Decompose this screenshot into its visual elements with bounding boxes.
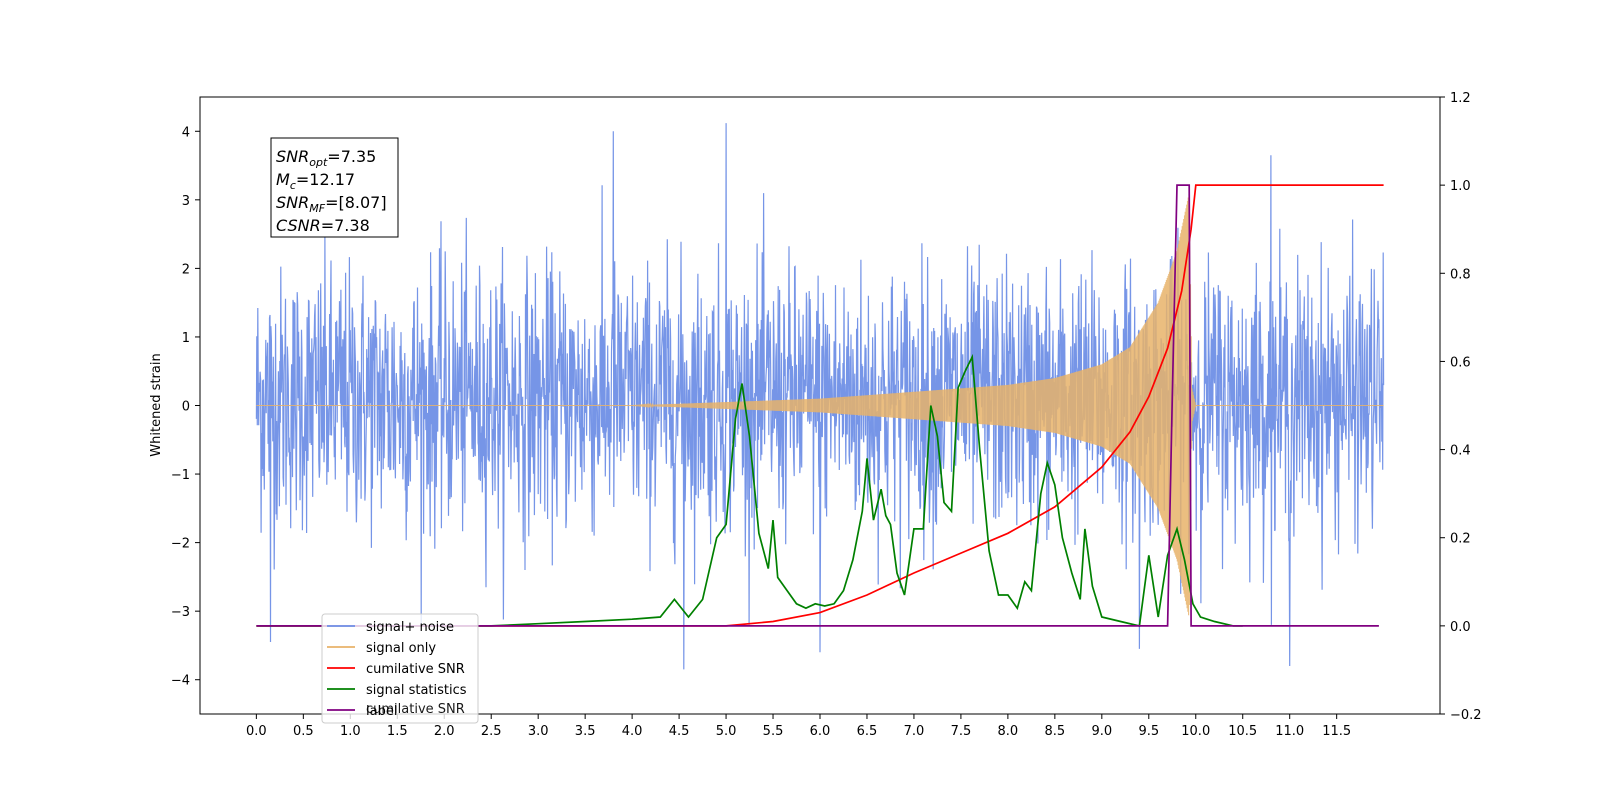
x-tick-label: 8.0 (998, 724, 1019, 739)
annotation-subscript: MF (309, 202, 325, 215)
annotation-symbol: CSNR (276, 216, 321, 235)
x-tick-label: 3.5 (575, 724, 596, 739)
annotation-symbol: SNR (276, 147, 309, 166)
legend-label: signal statistics (366, 683, 467, 698)
x-axis-ticks: 0.0 0.5 1.0 1.5 2.0 2.5 3.0 3.5 4.0 4.5 5.0 5.5 6.0 6… (246, 714, 1351, 739)
legend-label: signal only (366, 641, 436, 656)
annotation-line: Mc=12.17 (276, 170, 355, 192)
y-tick-label: 4 (182, 125, 190, 140)
series-signal-only (256, 193, 1384, 616)
annotation-subscript: opt (309, 156, 328, 169)
x-tick-label: 5.5 (763, 724, 784, 739)
legend-label: cumilative SNR (366, 662, 465, 677)
x-tick-label: 8.5 (1045, 724, 1066, 739)
y-tick-label: 3 (182, 194, 190, 209)
x-tick-label: 9.0 (1091, 724, 1112, 739)
series-signal-noise (255, 123, 1385, 670)
y2-tick-label: 0.0 (1450, 620, 1471, 635)
y-tick-label: 0 (182, 400, 190, 415)
y-tick-label: 2 (182, 262, 190, 277)
annotation-subscript: c (290, 179, 296, 192)
x-tick-label: 7.5 (951, 724, 972, 739)
x-tick-label: 1.5 (387, 724, 408, 739)
y-tick-label: −1 (171, 468, 190, 483)
annotation-line: SNRMF=[8.07] (276, 193, 387, 215)
series-cumulative-snr (256, 184, 1384, 627)
x-tick-label: 4.5 (669, 724, 690, 739)
x-tick-label: 2.0 (434, 724, 455, 739)
legend-label: signal+ noise (366, 620, 454, 635)
y-tick-label: −4 (171, 674, 190, 689)
y-tick-label: −2 (171, 537, 190, 552)
y2-tick-label: −0.2 (1450, 708, 1482, 723)
x-tick-label: 6.5 (857, 724, 878, 739)
annotation-value: =7.38 (321, 216, 370, 235)
x-tick-label: 11.5 (1322, 724, 1351, 739)
annotation-symbol: SNR (276, 193, 309, 212)
y-tick-label: 1 (182, 331, 190, 346)
y2-tick-label: 0.4 (1450, 444, 1471, 459)
x-tick-label: 5.0 (716, 724, 737, 739)
annotation-line: SNRopt=7.35 (276, 147, 376, 169)
x-tick-label: 4.0 (622, 724, 643, 739)
series-layer (255, 123, 1385, 670)
legend-frame (321, 613, 479, 724)
x-tick-label: 0.0 (246, 724, 267, 739)
legend-ghost-text: cumilative SNR (366, 702, 465, 717)
series-label (256, 184, 1379, 627)
x-tick-label: 9.5 (1138, 724, 1159, 739)
x-tick-label: 1.0 (340, 724, 361, 739)
annotation-box-frame (270, 137, 399, 238)
x-tick-label: 2.5 (481, 724, 502, 739)
x-tick-label: 0.5 (293, 724, 314, 739)
y-tick-label: −3 (171, 605, 190, 620)
x-tick-label: 6.0 (810, 724, 831, 739)
legend-label: label (366, 704, 397, 719)
annotation-symbol: M (276, 170, 290, 189)
y2-tick-label: 0.8 (1450, 267, 1471, 282)
x-tick-label: 10.5 (1228, 724, 1257, 739)
y2-axis-ticks: 1.2 1.0 0.8 0.6 0.4 0.2 0.0 −0.2 (1440, 91, 1482, 723)
y2-tick-label: 1.0 (1450, 179, 1471, 194)
annotation-value: =[8.07] (325, 193, 387, 212)
legend: cumilative SNR signal+ noise signal only cu… (321, 613, 479, 724)
y-axis-ticks: 4 3 2 1 0 −1 −2 −3 −4 (171, 125, 200, 689)
y2-tick-label: 1.2 (1450, 91, 1471, 106)
annotation-line: CSNR=7.38 (276, 216, 370, 235)
x-tick-label: 7.0 (904, 724, 925, 739)
series-signal-statistics (256, 353, 1243, 627)
y2-tick-label: 0.6 (1450, 355, 1471, 370)
y-axis-label: Whitened strain (149, 353, 164, 456)
annotation-value: =12.17 (296, 170, 355, 189)
x-tick-label: 11.0 (1275, 724, 1304, 739)
x-tick-label: 10.0 (1181, 724, 1210, 739)
annotation-value: =7.35 (327, 147, 376, 166)
x-tick-label: 3.0 (528, 724, 549, 739)
y2-tick-label: 0.2 (1450, 532, 1471, 547)
